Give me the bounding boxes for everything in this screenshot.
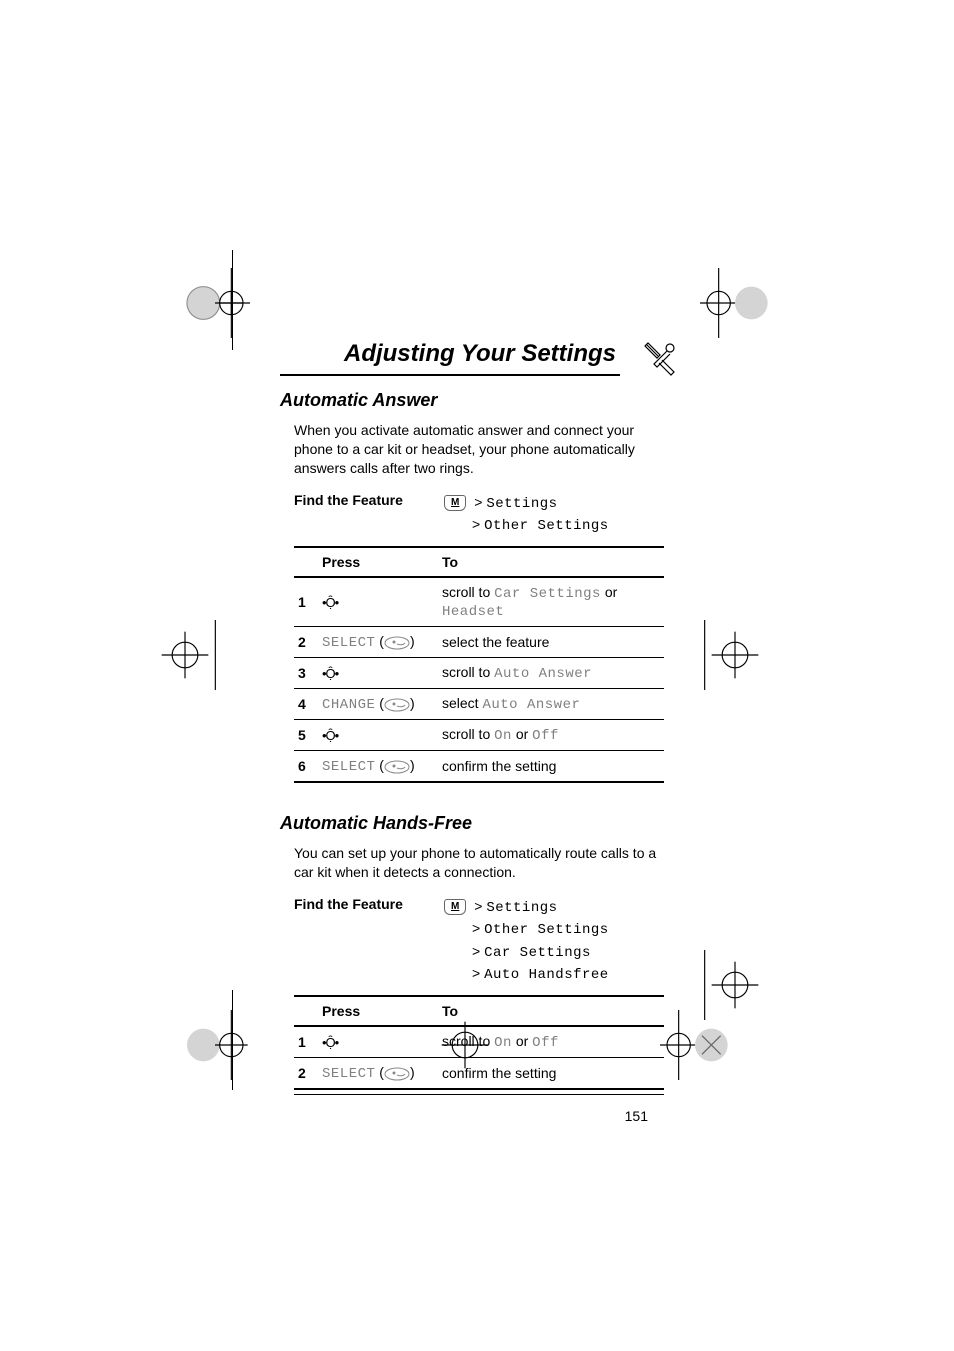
step-to: scroll to Car Settings or Headset [438,577,664,627]
table-header-to: To [438,547,664,577]
table-header-press: Press [318,547,438,577]
crop-line-icon [232,250,233,350]
step-press: •Ộ• [318,577,438,627]
path-item: Other Settings [484,518,609,534]
nav-key-icon: •Ộ• [322,595,338,610]
steps-table: Press To 1 •Ộ• scroll to Car Settings or … [294,546,664,783]
softkey-label: CHANGE [322,697,375,713]
step-press: SELECT () [318,627,438,658]
menu-key-icon: M [444,495,466,511]
step-to: select the feature [438,627,664,658]
soft-key-icon [384,1067,410,1081]
steps-table: Press To 1•Ộ•scroll to On or Off2SELECT… [294,995,664,1090]
registration-mark-icon [700,268,770,338]
find-feature-block: Find the Feature M > Settings > Other Se… [294,492,666,537]
step-number: 1 [294,577,318,627]
nav-key-icon: •Ộ• [322,728,338,743]
step-to: confirm the setting [438,751,664,783]
step-to: select Auto Answer [438,689,664,720]
chapter-title: Adjusting Your Settings [280,340,680,368]
path-prefix: > [472,516,484,532]
section-heading: Automatic Hands-Free [280,813,680,834]
registration-mark-icon [700,620,770,690]
page-number: 151 [625,1108,648,1124]
step-to: confirm the setting [438,1058,664,1090]
table-row: 3 •Ộ• scroll to Auto Answer [294,658,664,689]
find-feature-label: Find the Feature [294,492,444,537]
soft-key-icon [384,760,410,774]
step-number: 2 [294,627,318,658]
step-number: 6 [294,751,318,783]
find-feature-block: Find the Feature M > Settings> Other Set… [294,896,666,985]
step-press: •Ộ• [318,658,438,689]
step-number: 3 [294,658,318,689]
find-feature-path: M > Settings> Other Settings> Car Settin… [444,896,609,985]
registration-mark-icon [150,620,220,690]
table-row: 6SELECT ()confirm the setting [294,751,664,783]
find-feature-path: M > Settings > Other Settings [444,492,609,537]
step-press: CHANGE () [318,689,438,720]
step-press: •Ộ• [318,720,438,751]
table-row: 4CHANGE ()select Auto Answer [294,689,664,720]
step-to: scroll to Auto Answer [438,658,664,689]
step-press: SELECT () [318,751,438,783]
chapter-rule [280,374,620,376]
path-item: Settings [486,496,557,512]
step-to: scroll to On or Off [438,1026,664,1058]
step-number: 5 [294,720,318,751]
registration-mark-icon [180,1010,250,1080]
step-number: 4 [294,689,318,720]
nav-key-icon: •Ộ• [322,1035,338,1050]
step-press: SELECT () [318,1058,438,1090]
table-row: 1 •Ộ• scroll to Car Settings or Headset [294,577,664,627]
softkey-label: SELECT [322,759,375,775]
crop-line-icon [232,990,233,1090]
soft-key-icon [384,636,410,650]
softkey-label: SELECT [322,1066,375,1082]
step-press: •Ộ• [318,1026,438,1058]
step-number: 2 [294,1058,318,1090]
step-to: scroll to On or Off [438,720,664,751]
table-row: 1 •Ộ• scroll to On or Off [294,1026,664,1058]
page-footer-rule: 151 [294,1094,664,1096]
menu-key-icon: M [444,899,466,915]
table-row: 2SELECT ()select the feature [294,627,664,658]
section-body: You can set up your phone to automatical… [294,844,666,882]
section-heading: Automatic Answer [280,390,680,411]
registration-mark-icon [180,268,250,338]
path-prefix: > [474,494,486,510]
soft-key-icon [384,698,410,712]
softkey-label: SELECT [322,635,375,651]
find-feature-label: Find the Feature [294,896,444,985]
step-number: 1 [294,1026,318,1058]
table-header-press: Press [318,996,438,1026]
section-body: When you activate automatic answer and c… [294,421,666,478]
table-row: 2SELECT ()confirm the setting [294,1058,664,1090]
table-header-to: To [438,996,664,1026]
table-row: 5 •Ộ• scroll to On or Off [294,720,664,751]
nav-key-icon: •Ộ• [322,666,338,681]
